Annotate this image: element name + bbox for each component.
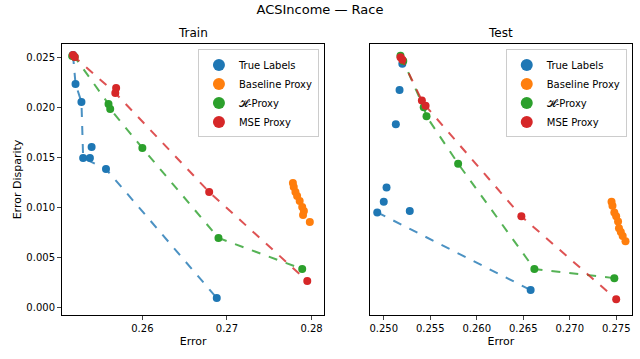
svg-text:0.000: 0.000	[26, 302, 55, 313]
svg-text:0.005: 0.005	[26, 252, 55, 263]
svg-text:True Labels: True Labels	[238, 60, 296, 71]
svg-text:Train: Train	[178, 26, 208, 40]
svg-text:MSE Proxy: MSE Proxy	[547, 117, 599, 128]
svg-text:Baseline Proxy: Baseline Proxy	[239, 79, 312, 90]
svg-text:0.015: 0.015	[26, 152, 55, 163]
svg-text:0.255: 0.255	[416, 323, 445, 334]
svg-text:0.250: 0.250	[369, 323, 398, 334]
svg-text:0.270: 0.270	[555, 323, 584, 334]
svg-text:0.025: 0.025	[26, 52, 55, 63]
svg-text:Baseline Proxy: Baseline Proxy	[547, 79, 620, 90]
svg-text:0.28: 0.28	[300, 323, 322, 334]
svg-text:𝓗-Proxy: 𝓗-Proxy	[239, 98, 279, 109]
svg-text:0.27: 0.27	[216, 323, 238, 334]
svg-text:0.265: 0.265	[509, 323, 538, 334]
svg-text:MSE Proxy: MSE Proxy	[239, 117, 291, 128]
svg-text:0.010: 0.010	[26, 202, 55, 213]
svg-text:Error: Error	[487, 335, 514, 348]
svg-text:0.020: 0.020	[26, 102, 55, 113]
svg-text:ACSIncome — Race: ACSIncome — Race	[257, 2, 384, 17]
svg-text:0.26: 0.26	[131, 323, 153, 334]
svg-text:Error: Error	[180, 335, 207, 348]
svg-text:True Labels: True Labels	[546, 60, 604, 71]
svg-text:Error Disparity: Error Disparity	[11, 139, 24, 219]
svg-text:𝓗-Proxy: 𝓗-Proxy	[547, 98, 587, 109]
svg-text:0.260: 0.260	[462, 323, 491, 334]
svg-text:0.275: 0.275	[602, 323, 631, 334]
svg-text:Test: Test	[488, 26, 513, 40]
